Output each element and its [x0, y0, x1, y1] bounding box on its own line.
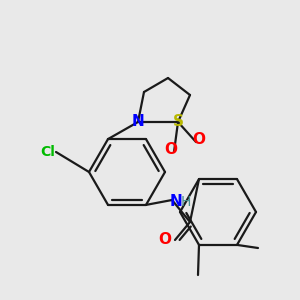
Text: O: O: [164, 142, 178, 157]
Text: Cl: Cl: [40, 145, 56, 159]
Text: S: S: [172, 115, 184, 130]
Text: N: N: [169, 194, 182, 209]
Text: O: O: [193, 133, 206, 148]
Text: H: H: [181, 195, 191, 209]
Text: N: N: [132, 115, 144, 130]
Text: O: O: [158, 232, 172, 247]
